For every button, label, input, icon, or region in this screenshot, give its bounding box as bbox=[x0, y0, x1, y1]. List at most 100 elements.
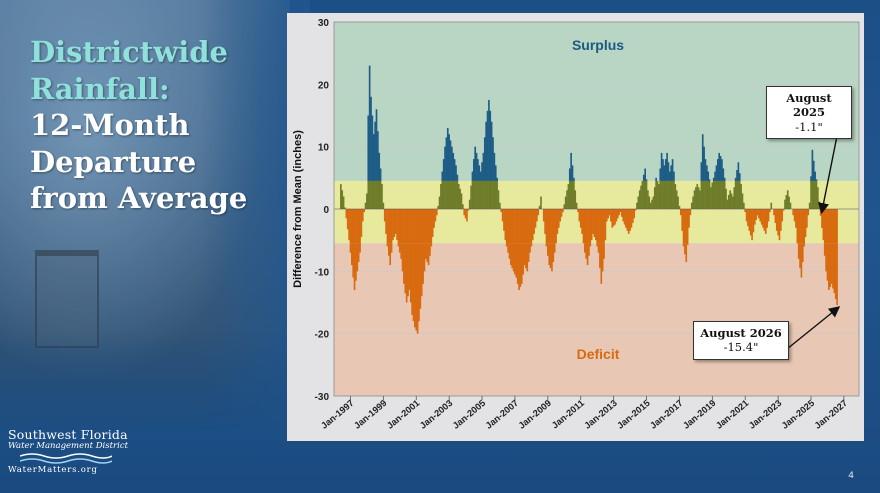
data-bar bbox=[660, 152, 663, 181]
data-bar bbox=[544, 209, 546, 234]
data-bar bbox=[526, 243, 529, 272]
data-bar bbox=[686, 243, 689, 245]
data-bar bbox=[427, 209, 430, 244]
data-bar bbox=[405, 209, 408, 244]
data-bar bbox=[397, 243, 400, 247]
y-axis-title: Difference from Mean (inches) bbox=[292, 130, 304, 288]
data-bar bbox=[456, 180, 459, 209]
y-tick-label: -10 bbox=[315, 267, 330, 278]
data-bar bbox=[479, 180, 482, 209]
data-bar bbox=[610, 209, 612, 222]
data-bar bbox=[663, 180, 666, 209]
x-tick-label: Jan-2007 bbox=[484, 398, 521, 431]
data-bar bbox=[400, 209, 402, 244]
data-bar bbox=[559, 209, 561, 222]
slide-title: Districtwide Rainfall: 12-Month Departur… bbox=[30, 34, 280, 217]
data-bar bbox=[616, 209, 619, 219]
data-bar bbox=[667, 180, 670, 209]
data-bar bbox=[493, 180, 496, 209]
data-bar bbox=[378, 152, 381, 181]
data-bar bbox=[663, 165, 666, 181]
data-bar bbox=[488, 99, 490, 181]
data-bar bbox=[540, 196, 542, 209]
data-bar bbox=[748, 209, 751, 231]
data-bar bbox=[642, 180, 645, 209]
data-bar bbox=[434, 209, 437, 222]
data-bar bbox=[452, 180, 455, 209]
data-bar bbox=[511, 209, 514, 244]
data-bar bbox=[754, 209, 756, 225]
data-bar bbox=[444, 180, 446, 209]
data-bar bbox=[426, 243, 429, 262]
data-bar bbox=[678, 205, 681, 209]
data-bar bbox=[732, 196, 734, 209]
data-bar bbox=[448, 180, 450, 209]
data-bar bbox=[400, 243, 402, 259]
data-bar bbox=[597, 209, 600, 244]
data-bar bbox=[393, 209, 396, 238]
data-bar bbox=[751, 209, 753, 241]
data-bar bbox=[511, 243, 514, 269]
data-bar bbox=[632, 209, 634, 224]
data-bar bbox=[629, 209, 631, 231]
x-tick-label: Jan-2019 bbox=[681, 398, 718, 431]
data-bar bbox=[711, 182, 714, 209]
data-bar bbox=[548, 243, 551, 266]
data-bar bbox=[359, 243, 361, 253]
data-bar bbox=[603, 209, 605, 244]
data-bar bbox=[493, 152, 496, 181]
data-bar bbox=[804, 209, 807, 238]
x-tick-label: Jan-2015 bbox=[615, 398, 652, 431]
data-bar bbox=[571, 180, 574, 209]
data-bar bbox=[727, 194, 730, 209]
data-bar bbox=[518, 243, 520, 291]
data-bar bbox=[573, 180, 575, 209]
data-bar bbox=[701, 134, 704, 181]
data-bar bbox=[529, 209, 531, 244]
data-bar bbox=[830, 243, 833, 284]
data-bar bbox=[518, 209, 520, 244]
data-bar bbox=[708, 179, 711, 181]
data-bar bbox=[712, 177, 715, 181]
data-bar bbox=[512, 243, 515, 272]
data-bar bbox=[642, 174, 645, 181]
data-bar bbox=[472, 180, 475, 209]
data-bar bbox=[551, 243, 553, 272]
data-bar bbox=[693, 190, 696, 209]
data-bar bbox=[833, 209, 836, 244]
data-bar bbox=[496, 177, 498, 181]
data-bar bbox=[745, 209, 748, 222]
data-bar bbox=[352, 209, 355, 244]
data-bar bbox=[441, 180, 444, 209]
data-bar bbox=[589, 209, 592, 244]
data-bar bbox=[389, 243, 392, 266]
data-bar bbox=[773, 209, 775, 216]
data-bar bbox=[459, 188, 461, 209]
data-bar bbox=[760, 209, 763, 225]
data-bar bbox=[545, 243, 548, 247]
data-bar bbox=[692, 196, 694, 209]
data-bar bbox=[507, 243, 509, 253]
data-bar bbox=[396, 209, 398, 241]
data-bar bbox=[379, 168, 382, 181]
data-bar bbox=[486, 110, 489, 181]
x-tick-label: Jan-2011 bbox=[550, 398, 586, 431]
data-bar bbox=[481, 162, 483, 181]
data-bar bbox=[442, 159, 445, 181]
data-bar bbox=[621, 209, 623, 217]
data-bar bbox=[392, 209, 394, 241]
data-bar bbox=[542, 209, 545, 222]
data-bar bbox=[586, 243, 589, 266]
data-bar bbox=[679, 209, 682, 216]
data-bar bbox=[714, 171, 716, 181]
data-bar bbox=[423, 209, 426, 244]
data-bar bbox=[547, 243, 549, 256]
data-bar bbox=[530, 209, 533, 244]
data-bar bbox=[374, 121, 376, 181]
callout-august-2025-title: August 2025 bbox=[786, 91, 832, 120]
data-bar bbox=[674, 184, 677, 209]
x-tick-label: Jan-2021 bbox=[714, 398, 751, 431]
data-bar bbox=[736, 170, 738, 181]
data-bar bbox=[575, 202, 578, 209]
data-bar bbox=[619, 209, 622, 213]
